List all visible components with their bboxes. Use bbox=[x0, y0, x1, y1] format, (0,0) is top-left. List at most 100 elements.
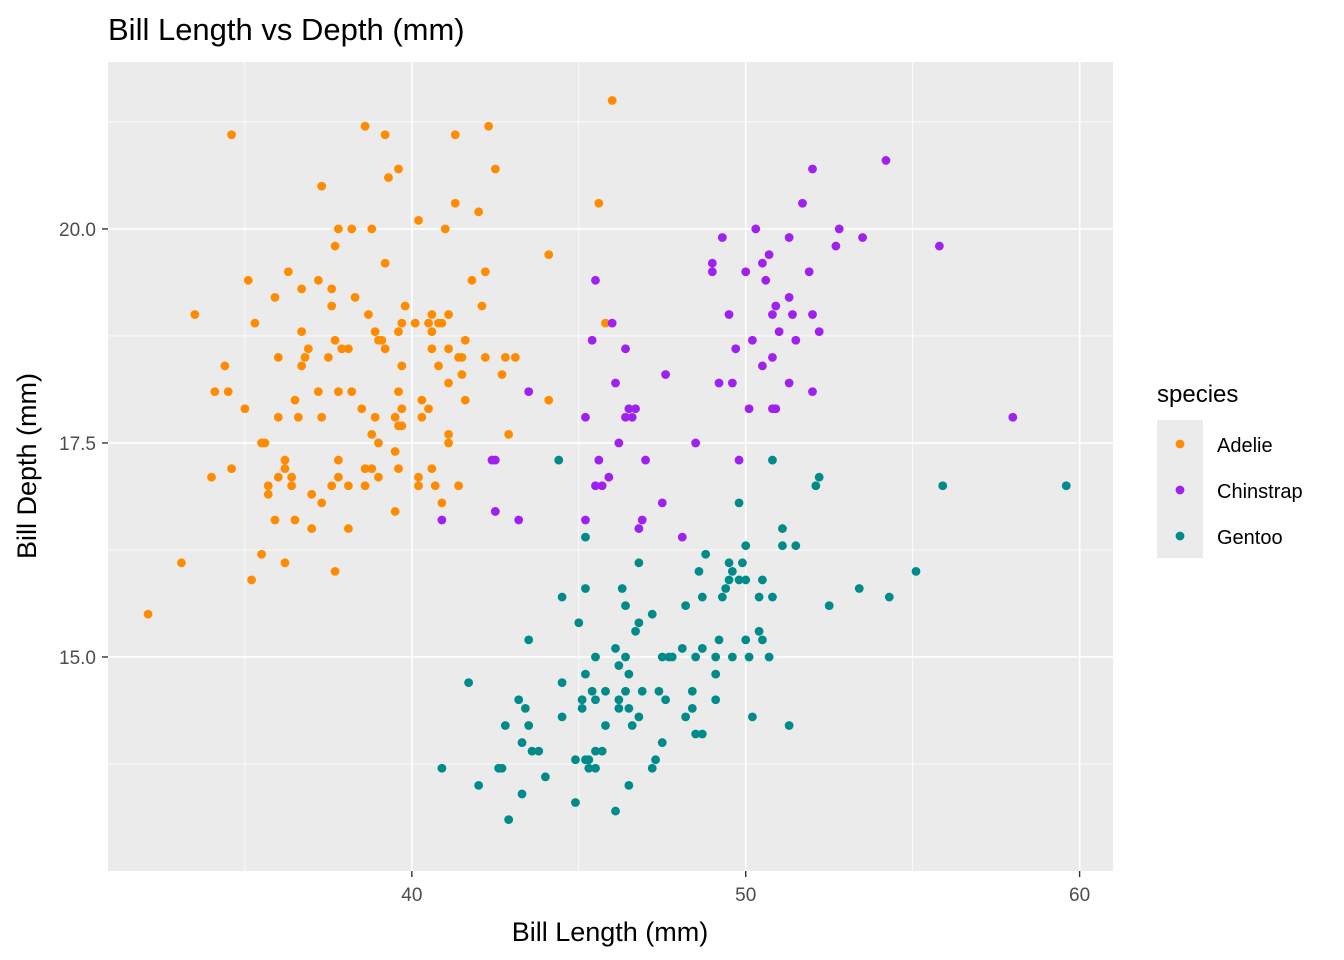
data-point bbox=[497, 763, 507, 773]
data-point bbox=[327, 481, 337, 491]
data-point bbox=[397, 361, 407, 371]
data-point bbox=[524, 635, 534, 645]
data-point bbox=[881, 156, 891, 165]
data-point bbox=[143, 609, 153, 619]
minor-gridlines bbox=[108, 62, 1113, 871]
data-point bbox=[741, 635, 751, 645]
data-point bbox=[584, 755, 594, 765]
data-point bbox=[657, 738, 667, 747]
data-point bbox=[581, 412, 590, 422]
data-point bbox=[177, 558, 186, 568]
data-point bbox=[768, 310, 777, 319]
legend-key-chinstrap bbox=[1175, 485, 1185, 495]
data-point bbox=[190, 310, 200, 319]
data-point bbox=[477, 301, 487, 311]
data-point bbox=[594, 198, 604, 208]
data-point bbox=[457, 352, 467, 362]
data-point bbox=[934, 241, 944, 251]
data-point bbox=[788, 310, 797, 319]
data-point bbox=[327, 301, 337, 311]
data-point bbox=[480, 352, 490, 362]
data-point bbox=[524, 387, 534, 396]
data-point bbox=[624, 669, 634, 679]
data-point bbox=[591, 746, 600, 756]
data-point bbox=[540, 772, 550, 782]
data-point bbox=[808, 164, 817, 174]
data-point bbox=[343, 524, 353, 533]
data-point bbox=[587, 335, 597, 345]
data-point bbox=[360, 464, 370, 474]
data-point bbox=[617, 584, 627, 593]
data-point bbox=[591, 652, 600, 662]
data-point bbox=[621, 601, 630, 611]
data-point bbox=[571, 755, 580, 765]
data-point bbox=[457, 370, 467, 379]
data-point bbox=[444, 438, 453, 448]
data-point bbox=[634, 712, 644, 722]
data-point bbox=[734, 455, 744, 465]
data-point bbox=[490, 455, 500, 465]
data-point bbox=[611, 644, 620, 653]
data-point bbox=[727, 566, 737, 576]
data-point bbox=[768, 592, 777, 602]
data-point bbox=[374, 472, 383, 482]
data-point bbox=[380, 258, 390, 268]
data-point bbox=[707, 258, 717, 268]
data-point bbox=[527, 746, 537, 756]
data-point bbox=[440, 224, 450, 234]
data-point bbox=[343, 344, 353, 354]
data-point bbox=[734, 575, 744, 585]
data-point bbox=[517, 789, 527, 799]
data-point bbox=[581, 532, 590, 542]
data-point bbox=[357, 404, 367, 414]
data-point bbox=[694, 566, 704, 576]
data-point bbox=[474, 207, 484, 217]
data-point bbox=[504, 429, 514, 439]
data-point bbox=[724, 575, 734, 585]
data-point bbox=[380, 344, 390, 354]
data-point bbox=[520, 703, 530, 713]
data-point bbox=[778, 541, 787, 551]
data-point bbox=[317, 412, 327, 422]
data-point bbox=[270, 293, 280, 302]
data-point bbox=[711, 669, 721, 679]
data-point bbox=[711, 652, 721, 662]
data-point bbox=[727, 378, 737, 388]
data-point bbox=[577, 703, 587, 713]
data-point bbox=[437, 763, 447, 773]
data-point bbox=[514, 515, 524, 525]
data-point bbox=[327, 284, 337, 294]
data-point bbox=[414, 481, 423, 491]
data-point bbox=[717, 233, 727, 242]
data-point bbox=[637, 686, 647, 696]
data-point bbox=[581, 669, 590, 679]
data-point bbox=[634, 524, 644, 533]
data-point bbox=[697, 592, 707, 602]
data-point bbox=[377, 335, 387, 345]
data-point bbox=[297, 361, 307, 371]
data-point bbox=[591, 481, 600, 491]
data-point bbox=[831, 241, 841, 251]
data-point bbox=[504, 815, 514, 825]
chart-title: Bill Length vs Depth (mm) bbox=[108, 12, 465, 47]
data-point bbox=[808, 387, 817, 396]
data-point bbox=[394, 327, 403, 337]
data-point bbox=[280, 558, 290, 568]
data-point bbox=[731, 344, 741, 354]
data-point bbox=[350, 293, 360, 302]
data-point bbox=[390, 412, 400, 422]
data-point bbox=[808, 310, 817, 319]
data-point bbox=[581, 515, 590, 525]
data-point bbox=[427, 464, 437, 474]
data-point bbox=[758, 258, 767, 268]
data-point bbox=[544, 395, 554, 405]
data-point bbox=[367, 224, 377, 234]
x-tick-label: 60 bbox=[1069, 885, 1090, 906]
data-point bbox=[330, 241, 340, 251]
data-point bbox=[467, 275, 477, 285]
data-point bbox=[397, 318, 407, 328]
data-point bbox=[444, 378, 453, 388]
data-point bbox=[367, 464, 377, 474]
data-point bbox=[290, 515, 300, 525]
